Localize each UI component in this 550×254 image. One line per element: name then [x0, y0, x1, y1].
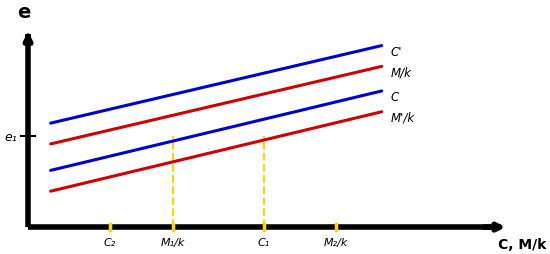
Text: M₁/k: M₁/k: [161, 237, 185, 247]
Text: e: e: [17, 3, 30, 22]
Text: C, M/k: C, M/k: [498, 237, 547, 250]
Text: C₂: C₂: [103, 237, 116, 247]
Text: C₁: C₁: [258, 237, 270, 247]
Text: M/k: M/k: [390, 66, 411, 79]
Text: e₁: e₁: [4, 130, 16, 143]
Text: M'/k: M'/k: [390, 112, 415, 124]
Text: C: C: [390, 91, 399, 104]
Text: M₂/k: M₂/k: [324, 237, 349, 247]
Text: C': C': [390, 45, 402, 58]
